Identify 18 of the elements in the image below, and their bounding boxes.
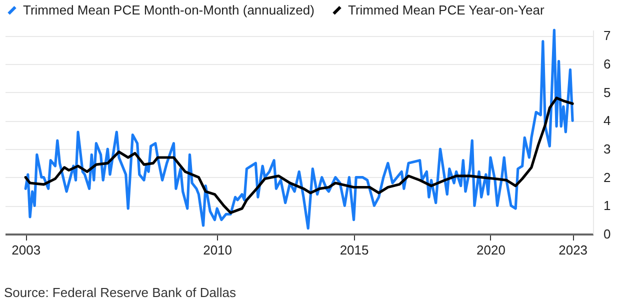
legend-label: Trimmed Mean PCE Month-on-Month (annualized) <box>23 2 314 18</box>
source-note: Source: Federal Reserve Bank of Dallas <box>4 285 236 300</box>
y-tick-label: 5 <box>604 84 611 100</box>
x-tick-label: 2023 <box>558 242 588 258</box>
line-series <box>24 96 574 214</box>
y-tick-label: 4 <box>604 113 611 128</box>
legend-label: Trimmed Mean PCE Year-on-Year <box>348 2 545 18</box>
y-tick-label: 1 <box>604 198 611 214</box>
x-tick-label: 2015 <box>340 242 369 258</box>
line-series <box>24 28 574 230</box>
y-tick-label: 0 <box>604 226 611 242</box>
x-tick-label: 2003 <box>12 242 41 258</box>
y-tick-label: 3 <box>604 142 611 156</box>
x-tick-label: 2010 <box>203 242 232 258</box>
y-tick-label: 2 <box>604 170 611 185</box>
x-tick-label: 2020 <box>476 242 506 258</box>
y-tick-label: 6 <box>604 56 611 72</box>
y-tick-label: 7 <box>604 28 611 44</box>
